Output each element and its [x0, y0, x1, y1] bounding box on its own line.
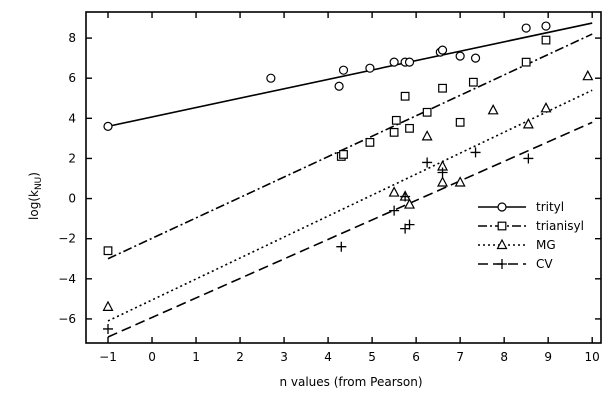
- data-point-MG: [388, 186, 400, 197]
- data-point-trityl: [521, 23, 531, 33]
- legend-label-trityl: trityl: [536, 200, 564, 214]
- x-axis-title: n values (from Pearson): [279, 375, 422, 389]
- y-tick-label: −6: [58, 312, 76, 326]
- legend-marker-trityl: [497, 202, 507, 212]
- data-point-CV: [437, 167, 448, 178]
- data-point-trianisyl: [103, 246, 113, 256]
- data-point-trianisyl: [422, 107, 432, 117]
- data-point-MG: [404, 198, 416, 209]
- data-point-CV: [523, 153, 534, 164]
- data-point-trityl: [389, 57, 399, 67]
- data-point-trianisyl: [468, 77, 478, 87]
- x-tick-label: 9: [544, 350, 552, 364]
- fit-lines: [107, 22, 593, 338]
- data-point-CV: [336, 241, 347, 252]
- data-point-trityl: [470, 53, 481, 63]
- data-point-trianisyl: [400, 91, 410, 101]
- data-point-trianisyl: [455, 117, 465, 127]
- data-point-MG: [437, 176, 449, 187]
- x-tick-label: 10: [585, 350, 600, 364]
- data-point-trityl: [334, 81, 344, 91]
- data-point-trianisyl: [365, 137, 375, 147]
- data-point-MG: [421, 130, 433, 141]
- y-tick-label: −2: [58, 232, 76, 246]
- y-tick-label: 4: [68, 111, 76, 125]
- data-markers: [102, 21, 594, 334]
- x-tick-label: 6: [412, 350, 420, 364]
- y-axis-title-close: ): [27, 172, 41, 177]
- data-point-trityl: [266, 73, 276, 83]
- x-tick-label: 5: [368, 350, 376, 364]
- y-tick-label: −4: [58, 272, 76, 286]
- data-point-MG: [522, 118, 534, 129]
- legend-marker-CV: [497, 259, 507, 269]
- data-point-MG: [102, 300, 114, 311]
- data-point-trianisyl: [389, 127, 399, 137]
- x-tick-label: 7: [456, 350, 464, 364]
- y-tick-label: 2: [68, 151, 76, 165]
- fit-line-trianisyl: [107, 33, 593, 260]
- data-point-trityl: [338, 65, 349, 75]
- x-tick-label: −1: [99, 350, 117, 364]
- y-tick-label: 0: [68, 192, 76, 206]
- data-point-trityl: [404, 57, 415, 67]
- tick-labels: −1 0 1 2 3 4 5 6 7 8 9 10 −6 −4 −2 0 2 4 6 8: [58, 31, 600, 364]
- data-point-trityl: [541, 21, 551, 31]
- data-point-MG: [487, 104, 499, 115]
- y-axis-title-main: log(k: [27, 190, 41, 220]
- legend: trityl trianisyl MG CV: [478, 200, 584, 271]
- data-point-trityl: [103, 121, 113, 131]
- data-point-CV: [404, 219, 415, 230]
- plot-frame: [85, 11, 602, 344]
- x-tick-label: 0: [148, 350, 156, 364]
- legend-marker-MG: [496, 238, 508, 250]
- data-point-CV: [103, 323, 114, 334]
- y-tick-label: 6: [68, 71, 76, 85]
- data-point-trianisyl: [391, 115, 401, 125]
- data-point-MG: [582, 69, 594, 81]
- data-point-CV: [470, 147, 481, 158]
- axis-ticks: [86, 12, 601, 343]
- data-point-trityl: [365, 63, 375, 73]
- data-point-CV: [389, 205, 400, 216]
- data-point-trianisyl: [521, 57, 531, 67]
- data-point-MG: [540, 102, 552, 113]
- y-axis-title: log(kNU): [27, 172, 44, 220]
- legend-label-trianisyl: trianisyl: [536, 219, 584, 233]
- y-axis-title-subscript: NU: [34, 177, 44, 190]
- x-tick-label: 8: [500, 350, 508, 364]
- x-tick-label: 2: [236, 350, 244, 364]
- x-tick-label: 4: [324, 350, 332, 364]
- data-point-trianisyl: [405, 123, 414, 133]
- data-point-trianisyl: [438, 83, 447, 93]
- fit-line-trityl: [107, 22, 593, 128]
- legend-label-MG: MG: [536, 238, 556, 252]
- data-point-trianisyl: [339, 150, 348, 159]
- data-point-trianisyl: [541, 35, 551, 45]
- data-point-MG: [454, 176, 466, 187]
- data-point-CV: [400, 223, 411, 234]
- legend-marker-trianisyl: [497, 221, 507, 231]
- data-point-trityl: [455, 51, 465, 61]
- fit-line-MG: [107, 89, 593, 322]
- data-point-CV: [400, 191, 411, 202]
- fit-line-CV: [107, 121, 593, 338]
- data-point-CV: [422, 157, 433, 168]
- plot-area-border: [85, 11, 602, 344]
- x-tick-label: 3: [280, 350, 288, 364]
- legend-label-CV: CV: [536, 257, 553, 271]
- y-tick-label: 8: [68, 31, 76, 45]
- x-tick-label: 1: [192, 350, 200, 364]
- svg-text:log(kNU): log(kNU): [27, 172, 44, 220]
- data-point-trityl: [437, 45, 448, 55]
